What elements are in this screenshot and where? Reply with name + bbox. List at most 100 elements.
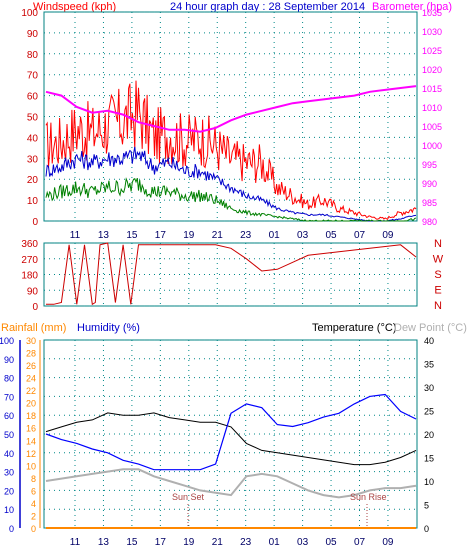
rain-y-tick-label: 20 <box>26 399 36 409</box>
wind-x-tick-label: 19 <box>183 230 195 241</box>
temperature-axis-label: Temperature (°C) <box>312 322 396 334</box>
wind-gust-line <box>45 80 417 220</box>
wind-x-tick-label: 07 <box>354 230 366 241</box>
temp-y-tick-label: 5 <box>424 501 429 511</box>
humidity-y-tick-label: 0 <box>9 524 14 534</box>
wind-y-tick-label: 70 <box>27 71 39 82</box>
dewpoint-line <box>45 468 417 499</box>
rain-y-tick-label: 24 <box>26 374 36 384</box>
graph-title: 24 hour graph day : 28 September 2014 <box>170 1 365 13</box>
wind-x-tick-label: 11 <box>70 230 81 241</box>
rain-temp-x-tick-label: 17 <box>155 537 167 548</box>
rain-temp-x-tick-label: 03 <box>297 537 309 548</box>
rain-y-tick-label: 4 <box>31 499 36 509</box>
rain-y-tick-label: 0 <box>31 524 36 534</box>
wind-x-tick-label: 05 <box>325 230 337 241</box>
direction-y-tick-label: 180 <box>21 271 38 282</box>
barometer-line <box>45 85 417 133</box>
humidity-y-tick-label: 40 <box>4 449 14 459</box>
temp-y-tick-label: 20 <box>424 430 434 440</box>
baro-y-tick-label: 990 <box>422 179 437 189</box>
humidity-y-tick-label: 60 <box>4 411 14 421</box>
rain-temp-x-tick-label: 19 <box>183 537 195 548</box>
wind-y-tick-label: 10 <box>27 196 39 207</box>
dewpoint-axis-label: Dew Point (°C) <box>394 322 467 334</box>
direction-y-tick-label: 0 <box>32 302 38 313</box>
wind-minimum-line <box>45 177 417 222</box>
wind-y-tick-label: 40 <box>27 133 39 144</box>
baro-y-tick-label: 1020 <box>422 65 442 75</box>
wind-x-tick-label: 13 <box>98 230 110 241</box>
humidity-y-tick-label: 80 <box>4 374 14 384</box>
baro-y-tick-label: 1000 <box>422 141 442 151</box>
direction-y-tick-label: 270 <box>21 255 38 266</box>
rain-y-tick-label: 10 <box>26 461 36 471</box>
wind-y-tick-label: 50 <box>27 113 39 124</box>
wind-x-tick-label: 09 <box>382 230 394 241</box>
humidity-y-tick-label: 10 <box>4 505 14 515</box>
rain-y-tick-label: 12 <box>26 449 36 459</box>
humidity-y-tick-label: 90 <box>4 355 14 365</box>
baro-y-tick-label: 980 <box>422 217 437 227</box>
barometer-axis-label: Barometer (hpa) <box>372 1 452 13</box>
rain-temp-x-tick-label: 07 <box>354 537 366 548</box>
rain-y-tick-label: 26 <box>26 361 36 371</box>
sun-set-label: Sun Set <box>172 492 205 502</box>
baro-y-tick-label: 1015 <box>422 84 442 94</box>
rainfall-axis-label: Rainfall (mm) <box>1 322 66 334</box>
rain-temp-x-tick-label: 15 <box>126 537 138 548</box>
sun-rise-label: Sun Rise <box>350 492 387 502</box>
wind-y-tick-label: 60 <box>27 92 39 103</box>
humidity-axis-label: Humidity (%) <box>77 322 140 334</box>
direction-y-tick-label: 90 <box>27 286 39 297</box>
temp-y-tick-label: 40 <box>424 336 434 346</box>
wind-x-tick-label: 15 <box>126 230 138 241</box>
temp-y-tick-label: 30 <box>424 383 434 393</box>
wind-x-tick-label: 01 <box>269 230 281 241</box>
compass-label: E <box>434 285 441 297</box>
humidity-y-tick-label: 50 <box>4 430 14 440</box>
rain-temp-x-tick-label: 09 <box>382 537 394 548</box>
rain-temp-x-tick-label: 23 <box>240 537 252 548</box>
baro-y-tick-label: 1030 <box>422 27 442 37</box>
windspeed-axis-label: Windspeed (kph) <box>33 1 116 13</box>
direction-y-tick-label: 360 <box>21 239 38 250</box>
baro-y-tick-label: 985 <box>422 198 437 208</box>
rain-temp-x-tick-label: 21 <box>212 537 224 548</box>
rain-y-tick-label: 30 <box>26 336 36 346</box>
wind-x-tick-label: 03 <box>297 230 309 241</box>
rain-y-tick-label: 14 <box>26 436 36 446</box>
humidity-y-tick-label: 30 <box>4 468 14 478</box>
baro-y-tick-label: 1035 <box>422 8 442 18</box>
humidity-line <box>45 393 417 471</box>
temp-y-tick-label: 0 <box>424 524 429 534</box>
wind-x-tick-label: 23 <box>240 230 252 241</box>
baro-y-tick-label: 1025 <box>422 46 442 56</box>
rain-y-tick-label: 2 <box>31 511 36 521</box>
wind-direction-line <box>46 242 417 306</box>
compass-label: W <box>433 254 444 266</box>
rain-y-tick-label: 22 <box>26 386 36 396</box>
humidity-y-tick-label: 70 <box>4 392 14 402</box>
humidity-y-tick-label: 20 <box>4 486 14 496</box>
wind-y-tick-label: 100 <box>21 8 38 19</box>
compass-label: S <box>434 269 441 281</box>
humidity-y-tick-label: 100 <box>0 336 14 346</box>
rain-y-tick-label: 16 <box>26 424 36 434</box>
direction-panel-grid <box>44 242 417 307</box>
baro-y-tick-label: 1010 <box>422 103 442 113</box>
wind-x-tick-label: 17 <box>155 230 167 241</box>
rain-temp-x-tick-label: 05 <box>325 537 337 548</box>
temp-y-tick-label: 35 <box>424 360 434 370</box>
wind-x-tick-label: 21 <box>212 230 224 241</box>
rain-temp-x-tick-label: 01 <box>269 537 281 548</box>
rain-temp-x-tick-label: 13 <box>98 537 110 548</box>
baro-y-tick-label: 1005 <box>422 122 442 132</box>
rain-y-tick-label: 8 <box>31 474 36 484</box>
baro-y-tick-label: 995 <box>422 160 437 170</box>
compass-label: N <box>434 300 442 312</box>
wind-average-line <box>45 146 417 222</box>
wind-y-tick-label: 30 <box>27 154 39 165</box>
rain-y-tick-label: 28 <box>26 349 36 359</box>
